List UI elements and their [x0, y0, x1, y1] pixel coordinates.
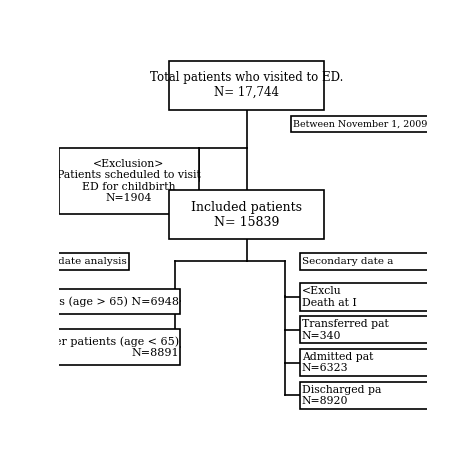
Bar [169, 61, 324, 110]
Text: y date analysis: y date analysis [49, 257, 127, 266]
Bar [41, 329, 181, 365]
Text: <Exclusion>
Patients scheduled to visit
ED for childbirth
N=1904: <Exclusion> Patients scheduled to visit … [57, 159, 201, 203]
Bar [300, 253, 447, 270]
Text: Total patients who visited to ED.
N= 17,744: Total patients who visited to ED. N= 17,… [150, 71, 343, 99]
Text: Between November 1, 2009, to Octob: Between November 1, 2009, to Octob [292, 119, 474, 128]
Text: Transferred pat
N=340: Transferred pat N=340 [301, 319, 389, 340]
Bar [169, 190, 324, 239]
Text: er patients (age < 65)
N=8891: er patients (age < 65) N=8891 [55, 336, 179, 358]
Bar [291, 117, 438, 132]
Text: Included patients
N= 15839: Included patients N= 15839 [191, 201, 302, 229]
Text: <Exclu
Death at I: <Exclu Death at I [301, 286, 356, 308]
Bar [41, 289, 181, 314]
Bar [300, 283, 447, 310]
Bar [300, 316, 447, 343]
Text: Discharged pa
N=8920: Discharged pa N=8920 [301, 384, 381, 406]
Bar [59, 148, 199, 214]
Text: ents (age > 65) N=6948: ents (age > 65) N=6948 [41, 296, 179, 307]
Text: Secondary date a: Secondary date a [301, 257, 393, 266]
Bar [300, 382, 447, 409]
Bar [41, 253, 129, 270]
Bar [300, 349, 447, 376]
Text: Admitted pat
N=6323: Admitted pat N=6323 [301, 352, 373, 374]
